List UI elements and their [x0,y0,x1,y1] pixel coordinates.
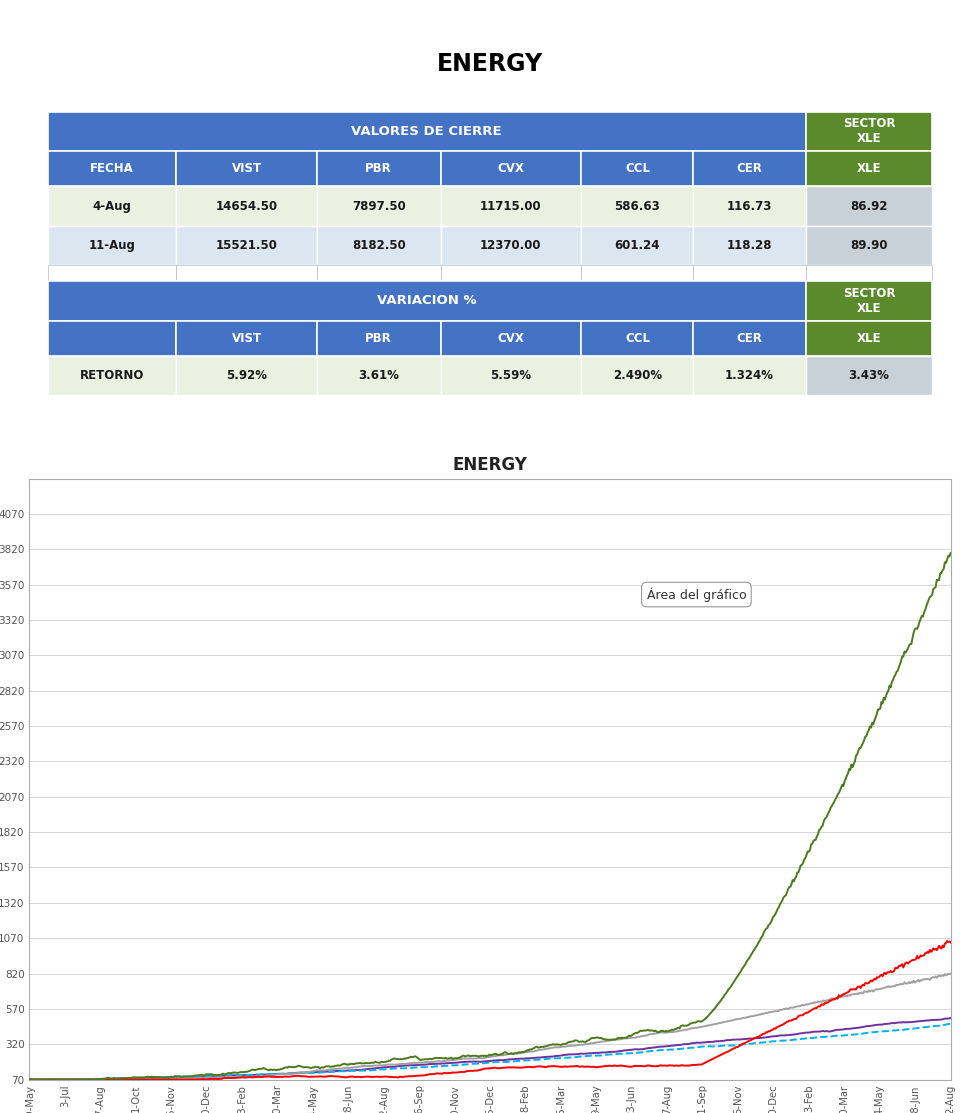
Bar [581,187,694,226]
Bar [694,187,806,226]
Text: 118.28: 118.28 [727,239,772,253]
Text: CER: CER [737,332,762,345]
Text: 601.24: 601.24 [614,239,661,253]
Text: 11-Aug: 11-Aug [88,239,135,253]
Bar [441,226,581,265]
Bar [806,226,932,265]
Bar [581,321,694,356]
Text: 15521.50: 15521.50 [216,239,277,253]
Bar [176,265,317,282]
Bar [441,187,581,226]
Bar [806,151,932,187]
Text: 3.61%: 3.61% [359,370,399,382]
Title: ENERGY: ENERGY [453,456,527,474]
Bar [694,356,806,395]
Text: 89.90: 89.90 [851,239,888,253]
Text: 116.73: 116.73 [727,199,772,213]
Bar [317,187,441,226]
Text: 2.490%: 2.490% [612,370,662,382]
Text: VARIACION %: VARIACION % [377,294,476,307]
Bar [317,265,441,282]
Text: CCL: CCL [625,162,650,175]
Bar [441,151,581,187]
Bar [806,356,932,395]
Bar [694,226,806,265]
Text: ENERGY: ENERGY [437,52,543,77]
Text: VIST: VIST [231,162,262,175]
Bar [176,321,317,356]
Bar [581,226,694,265]
Bar [48,151,176,187]
Text: 4-Aug: 4-Aug [92,199,131,213]
Text: FECHA: FECHA [90,162,134,175]
Text: SECTOR
XLE: SECTOR XLE [843,117,895,146]
Bar [441,356,581,395]
Bar [48,282,806,321]
Text: 5.92%: 5.92% [226,370,268,382]
Bar [441,265,581,282]
Text: 11715.00: 11715.00 [480,199,542,213]
Bar [581,151,694,187]
Bar [176,226,317,265]
Bar [317,321,441,356]
Bar [48,356,176,395]
Text: PBR: PBR [366,332,392,345]
Bar [694,321,806,356]
Bar [176,356,317,395]
Bar [581,265,694,282]
Text: CER: CER [737,162,762,175]
Bar [441,321,581,356]
Bar [48,321,176,356]
Text: 3.43%: 3.43% [849,370,890,382]
Bar [176,151,317,187]
Bar [317,226,441,265]
Text: 8182.50: 8182.50 [352,239,406,253]
Bar [581,356,694,395]
Text: CVX: CVX [498,332,524,345]
Text: 14654.50: 14654.50 [216,199,277,213]
Bar [48,111,806,151]
Text: 86.92: 86.92 [851,199,888,213]
Text: XLE: XLE [857,332,881,345]
Text: 5.59%: 5.59% [490,370,531,382]
Text: Área del gráfico: Área del gráfico [647,588,746,602]
Bar [48,226,176,265]
Text: PBR: PBR [366,162,392,175]
Text: 7897.50: 7897.50 [352,199,406,213]
Text: XLE: XLE [857,162,881,175]
Bar [48,265,176,282]
Text: CCL: CCL [625,332,650,345]
Text: VIST: VIST [231,332,262,345]
Bar [806,321,932,356]
Bar [694,151,806,187]
Text: VALORES DE CIERRE: VALORES DE CIERRE [352,125,502,138]
Bar [317,151,441,187]
Text: SECTOR
XLE: SECTOR XLE [843,287,895,315]
Bar [176,187,317,226]
Bar [694,265,806,282]
Bar [806,111,932,151]
Text: CVX: CVX [498,162,524,175]
Text: 586.63: 586.63 [614,199,661,213]
Bar [317,356,441,395]
Text: 12370.00: 12370.00 [480,239,542,253]
Bar [806,282,932,321]
Text: 1.324%: 1.324% [725,370,774,382]
Text: RETORNO: RETORNO [79,370,144,382]
Bar [806,187,932,226]
Bar [48,187,176,226]
Bar [806,265,932,282]
